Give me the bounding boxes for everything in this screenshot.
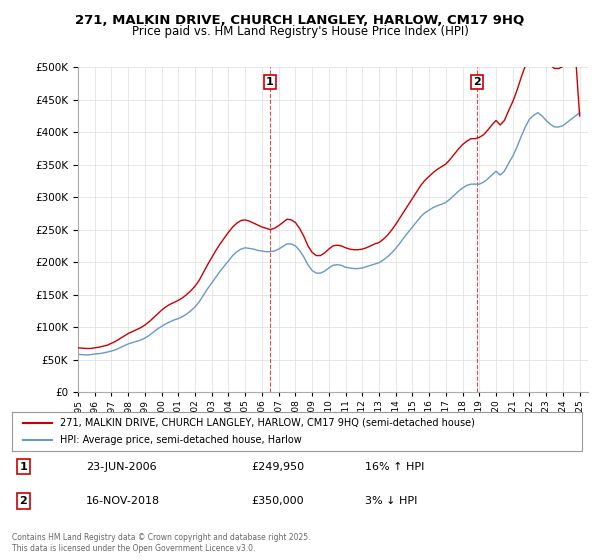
- Text: 23-JUN-2006: 23-JUN-2006: [86, 461, 157, 472]
- Text: Contains HM Land Registry data © Crown copyright and database right 2025.
This d: Contains HM Land Registry data © Crown c…: [12, 533, 311, 553]
- Text: 1: 1: [20, 461, 27, 472]
- Text: Price paid vs. HM Land Registry's House Price Index (HPI): Price paid vs. HM Land Registry's House …: [131, 25, 469, 38]
- Text: £350,000: £350,000: [251, 496, 304, 506]
- Text: 2: 2: [20, 496, 27, 506]
- Text: £249,950: £249,950: [251, 461, 305, 472]
- FancyBboxPatch shape: [12, 412, 582, 451]
- Text: 16-NOV-2018: 16-NOV-2018: [86, 496, 160, 506]
- Text: 2: 2: [473, 77, 481, 87]
- Text: 1: 1: [266, 77, 274, 87]
- Text: 271, MALKIN DRIVE, CHURCH LANGLEY, HARLOW, CM17 9HQ: 271, MALKIN DRIVE, CHURCH LANGLEY, HARLO…: [76, 14, 524, 27]
- Text: 3% ↓ HPI: 3% ↓ HPI: [365, 496, 418, 506]
- Text: 271, MALKIN DRIVE, CHURCH LANGLEY, HARLOW, CM17 9HQ (semi-detached house): 271, MALKIN DRIVE, CHURCH LANGLEY, HARLO…: [61, 418, 475, 428]
- Text: HPI: Average price, semi-detached house, Harlow: HPI: Average price, semi-detached house,…: [61, 435, 302, 445]
- Text: 16% ↑ HPI: 16% ↑ HPI: [365, 461, 425, 472]
